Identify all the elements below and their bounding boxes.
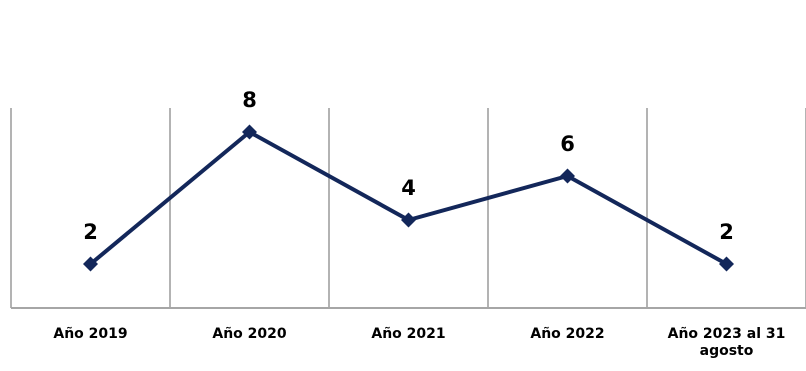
data-labels: 2 8 4 6 2 (83, 88, 734, 244)
data-label: 4 (401, 176, 416, 200)
x-tick-label: Año 2020 (212, 326, 287, 342)
data-label: 8 (242, 88, 257, 112)
x-tick-label: Año 2019 (53, 326, 127, 342)
data-label: 2 (719, 220, 734, 244)
data-point (83, 256, 98, 272)
data-point (401, 212, 416, 228)
grid-lines (10, 108, 806, 308)
data-point (719, 256, 734, 272)
x-tick-label: Año 2022 (530, 326, 604, 342)
data-label: 6 (560, 132, 575, 156)
data-point (560, 168, 575, 184)
data-label: 2 (83, 220, 98, 244)
x-tick-label: Año 2021 (371, 326, 445, 342)
data-markers (83, 124, 734, 272)
data-point (242, 124, 257, 140)
x-tick-label: Año 2023 al 31 agosto (668, 326, 786, 359)
x-tick-labels: Año 2019 Año 2020 Año 2021 Año 2022 Año 2023… (53, 326, 785, 359)
